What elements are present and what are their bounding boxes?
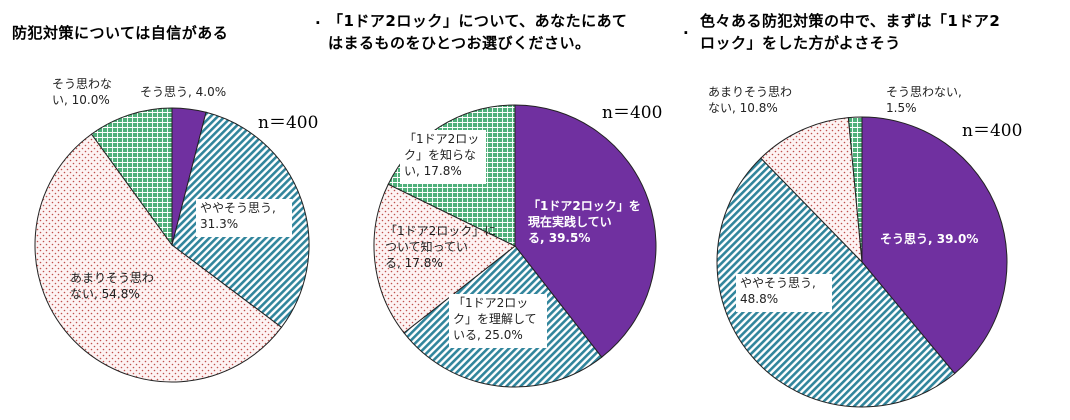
chart1-title: 防犯対策については自信がある: [12, 24, 229, 42]
chart2-data-label-2: 「1ドア2ロック」を理解している, 25.0%: [453, 296, 537, 342]
chart2-title-line2: はまるものをひとつお選びください。: [328, 34, 591, 52]
chart2-title: 「1ドア2ロック」について、あなたにあて はまるものをひとつお選びください。: [328, 10, 627, 54]
chart3-slice-4: [847, 116, 863, 263]
chart3-slice-2: [716, 157, 956, 408]
chart2-data-label-3: 「1ドア2ロック」について知っている, 17.8%: [385, 224, 496, 270]
chart1-data-label-4: そう思わない, 10.0%: [52, 77, 112, 107]
chart3-n-label: n＝400: [962, 121, 1023, 141]
chart3-data-label-4: そう思わない, 1.5%: [886, 85, 962, 115]
chart3-title-line2: ロック」をした方がよさそう: [700, 34, 901, 52]
chart2-n-label: n＝400: [602, 103, 663, 123]
chart2-slice-1: [514, 104, 657, 358]
chart2-data-label-1: 「1ドア2ロック」を現在実践している, 39.5%: [528, 198, 641, 245]
chart1-n-label: n＝400: [258, 113, 319, 133]
separator-dot: .: [315, 10, 322, 28]
chart1-data-label-2: ややそう思う, 31.3%: [200, 201, 276, 231]
chart1-data-label-1: そう思う, 4.0%: [140, 85, 226, 99]
chart3-title: 色々ある防犯対策の中で、まずは「1ドア2 ロック」をした方がよさそう: [700, 10, 1000, 54]
chart2-label-bg-2: [449, 294, 547, 348]
chart1-label-bg-2: [196, 199, 292, 237]
chart2-label-bg-4: [400, 130, 486, 184]
chart2-data-label-4: 「1ドア2ロック」を知らない, 17.8%: [404, 132, 479, 178]
separator-dot-2: .: [683, 20, 690, 38]
chart2-slice-3: [373, 183, 516, 334]
chart3-data-label-1: そう思う, 39.0%: [880, 232, 978, 246]
chart1-slice-4: [90, 107, 173, 247]
chart3-label-bg-2: [736, 274, 832, 312]
chart2-title-line1: 「1ドア2ロック」について、あなたにあて: [328, 12, 628, 30]
chart1-data-label-3: あまりそう思わない, 54.8%: [70, 271, 154, 301]
chart1-slice-3: [34, 133, 283, 383]
chart3-data-label-3: あまりそう思わない, 10.8%: [708, 85, 792, 115]
chart3-data-label-2: ややそう思う, 48.8%: [740, 276, 816, 306]
chart3-slice-1: [861, 116, 1008, 375]
chart3-title-line1: 色々ある防犯対策の中で、まずは「1ドア2: [700, 12, 1001, 30]
chart3-slice-3: [760, 117, 863, 264]
